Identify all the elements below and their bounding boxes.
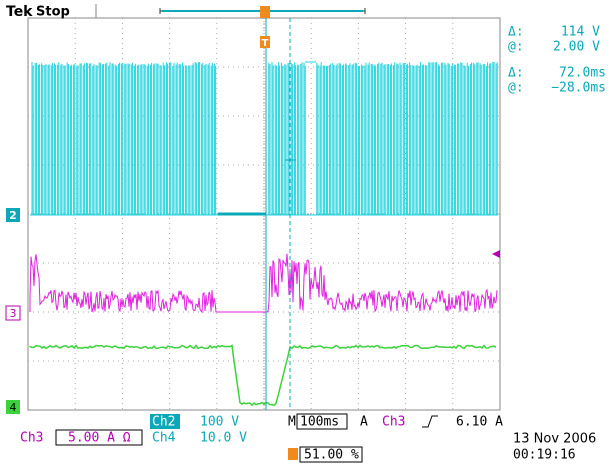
- trigger-channel: Ch3: [382, 415, 405, 430]
- waveforms: [29, 18, 498, 410]
- timebase-label: M: [288, 415, 296, 430]
- cursor-readouts: Δ: 114 V @: 2.00 V Δ: 72.0ms @: −28.0ms: [508, 25, 606, 96]
- ch3-marker-label: 3: [10, 307, 17, 320]
- ch2-trace: [30, 61, 498, 216]
- ch4-label: Ch4: [152, 431, 176, 446]
- ch2-label: Ch2: [152, 415, 175, 430]
- ch4-scale: 10.0 V: [200, 431, 247, 446]
- timebase: 100ms: [300, 415, 339, 430]
- ch3-marker: [5, 305, 21, 321]
- ch3-scale-box: [55, 429, 143, 446]
- time: 00:19:16: [513, 448, 576, 463]
- readout-value: −28.0ms: [551, 81, 606, 96]
- ch2-marker: [6, 208, 20, 222]
- ch3-label: Ch3: [20, 431, 43, 446]
- readout-value: 72.0ms: [559, 66, 606, 81]
- trigger-slope: [422, 415, 438, 428]
- ch4-trace: [29, 344, 497, 407]
- ch4-marker-label: 4: [10, 401, 17, 414]
- brand: Tek: [6, 4, 33, 20]
- ch2-scale: 100 V: [200, 415, 239, 430]
- timebase-box: [296, 413, 348, 430]
- ch4-marker: [6, 400, 20, 414]
- trigger-icon: [260, 36, 270, 48]
- trigger-marker: T: [262, 38, 269, 49]
- trigger-pos-icon-small: [288, 448, 298, 460]
- trigger-pos-icon: [260, 6, 270, 18]
- readout-value: 2.00 V: [553, 40, 600, 55]
- trigger-source-label: A: [360, 415, 368, 430]
- acq-status: Stop: [36, 5, 70, 20]
- readout-symbol: Δ:: [508, 66, 524, 81]
- trigger-position-box: [299, 446, 363, 463]
- ch2-marker-label: 2: [9, 209, 17, 222]
- readout-symbol: @:: [508, 40, 524, 55]
- trigger-level-arrow: [492, 250, 500, 258]
- readout-symbol: Δ:: [508, 25, 524, 40]
- trigger-position: 51.00 %: [304, 448, 359, 463]
- readout-value: 114 V: [561, 25, 600, 40]
- ch3-scale: 5.00 A Ω: [68, 431, 131, 446]
- trigger-level: 6.10 A: [456, 415, 503, 430]
- ch2-label-box: [150, 414, 180, 429]
- status-bar: Ch2 100 V M 100ms A Ch3 6.10 A Ch3 5.00 …: [20, 413, 596, 463]
- date: 13 Nov 2006: [513, 432, 596, 447]
- ch3-trace: [29, 253, 498, 314]
- readout-symbol: @:: [508, 81, 524, 96]
